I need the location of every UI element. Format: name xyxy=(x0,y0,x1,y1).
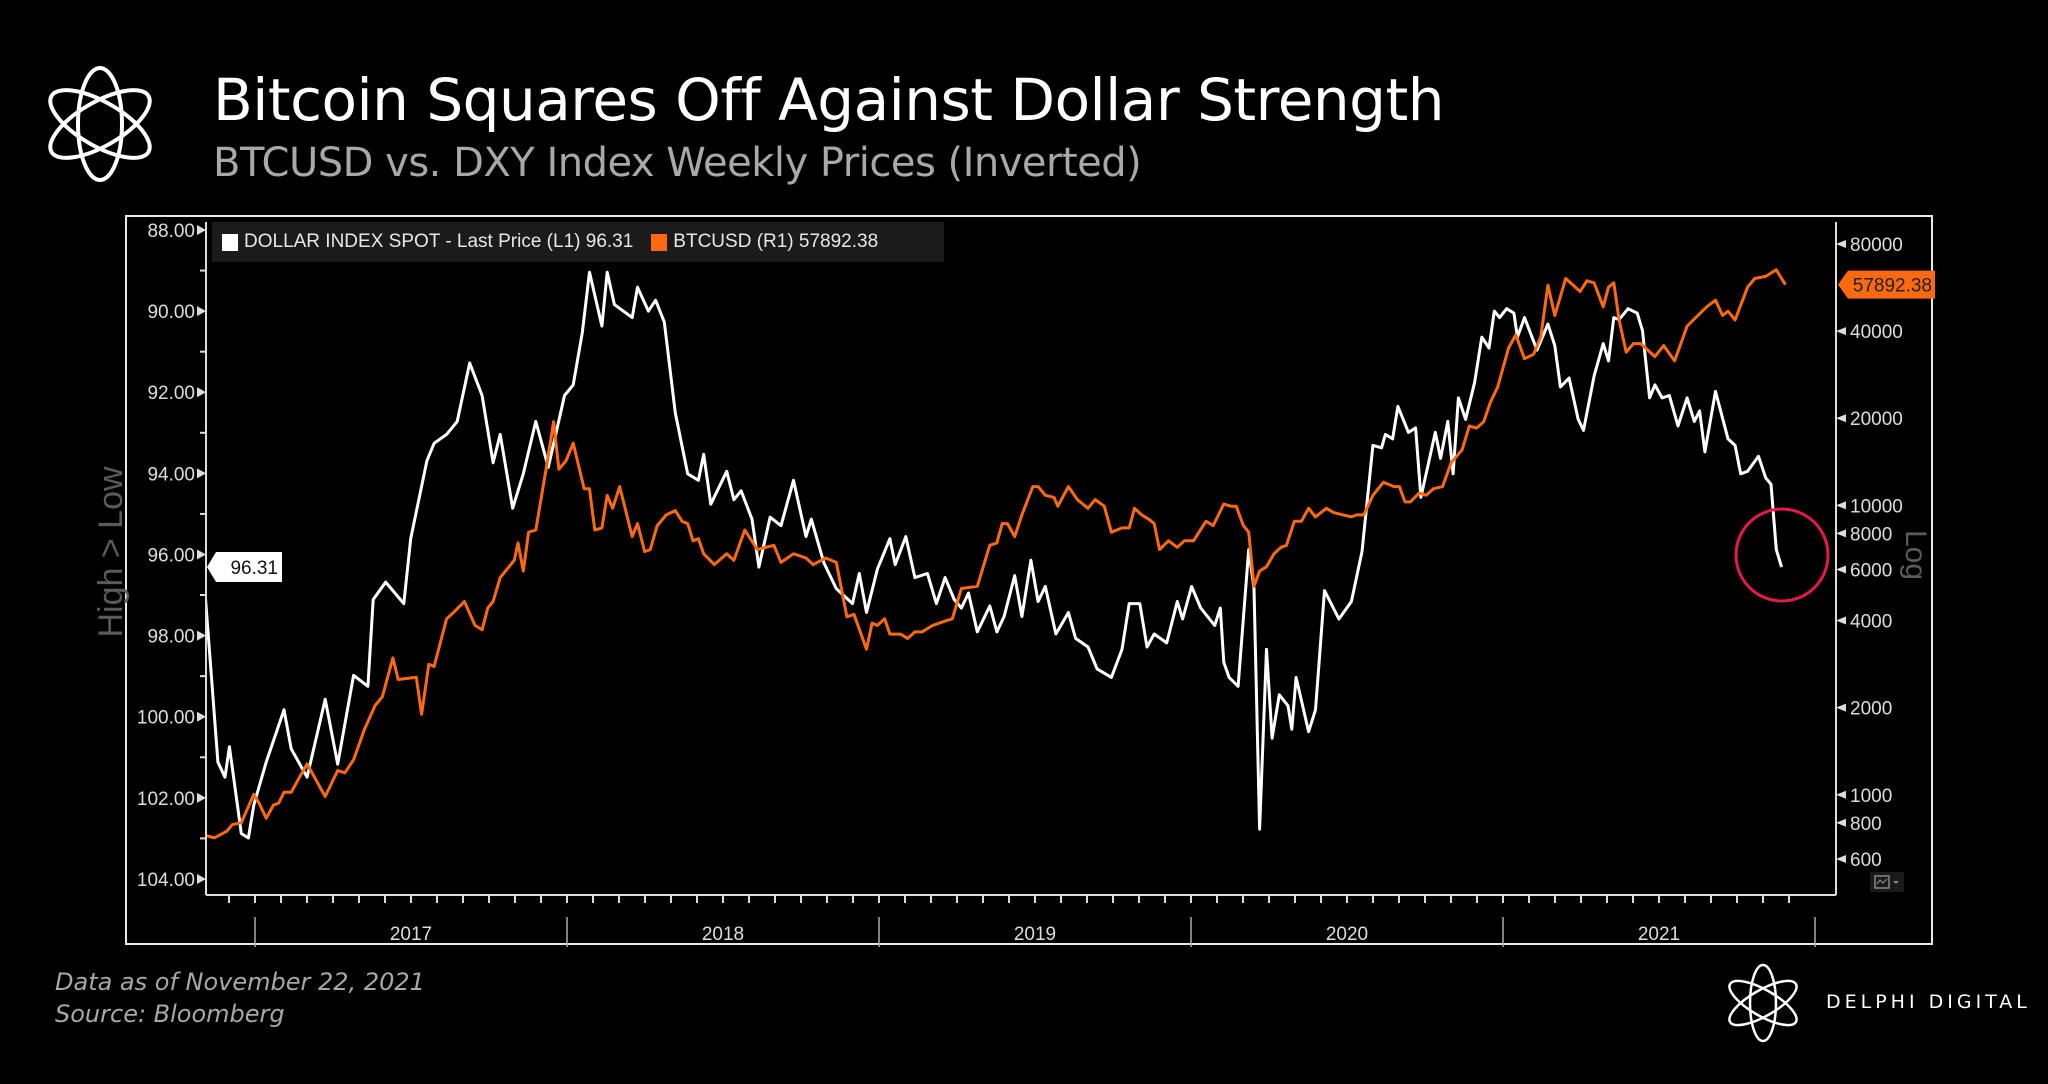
left-tick-mark xyxy=(197,630,206,641)
left-tick-mark xyxy=(197,225,206,235)
left-tick-label: 104.00 xyxy=(137,870,195,891)
legend-label-btc: BTCUSD (R1) 57892.38 xyxy=(673,231,879,252)
left-tick-label: 92.00 xyxy=(147,383,195,404)
right-tick-mark xyxy=(1836,414,1846,423)
right-tick-mark xyxy=(1836,818,1846,827)
left-tick-mark xyxy=(197,306,206,317)
dxy-last-value-label: 96.31 xyxy=(230,558,278,579)
page-subtitle: BTCUSD vs. DXY Index Weekly Prices (Inve… xyxy=(213,140,1142,186)
right-tick-mark xyxy=(1836,703,1846,712)
legend-swatch-dxy xyxy=(222,233,238,251)
left-tick-label: 100.00 xyxy=(137,708,195,729)
legend-swatch-btc xyxy=(651,233,668,251)
left-tick-label: 90.00 xyxy=(147,302,195,323)
left-tick-label: 96.00 xyxy=(147,545,195,566)
left-axis-title: High > Low xyxy=(92,466,130,637)
right-tick-mark xyxy=(1836,501,1846,510)
right-tick-label: 6000 xyxy=(1850,561,1892,582)
left-tick-mark xyxy=(197,387,206,398)
right-tick-mark xyxy=(1836,616,1846,625)
right-tick-label: 80000 xyxy=(1850,235,1903,256)
page-title: Bitcoin Squares Off Against Dollar Stren… xyxy=(213,66,1445,134)
right-tick-label: 600 xyxy=(1850,850,1882,871)
line-chart-icon xyxy=(1874,875,1899,889)
brand-name: DELPHI DIGITAL xyxy=(1826,991,2031,1013)
source-note: Source: Bloomberg xyxy=(55,1000,285,1028)
right-tick-mark xyxy=(1836,327,1846,336)
right-tick-label: 20000 xyxy=(1850,409,1903,430)
dxy-last-value-tag xyxy=(207,552,282,583)
highlight-circle xyxy=(1734,507,1830,603)
right-tick-mark xyxy=(1836,240,1846,248)
right-tick-mark xyxy=(1836,529,1846,538)
legend-label-dxy: DOLLAR INDEX SPOT - Last Price (L1) 96.3… xyxy=(244,231,634,252)
right-tick-mark xyxy=(1836,565,1846,574)
x-tick-label: 2021 xyxy=(1638,924,1680,945)
left-tick-label: 102.00 xyxy=(137,789,195,810)
brand-logo-icon xyxy=(48,66,152,182)
left-tick-mark xyxy=(197,711,206,722)
chart-legend: DOLLAR INDEX SPOT - Last Price (L1) 96.3… xyxy=(212,222,944,262)
x-tick-label: 2020 xyxy=(1326,924,1368,945)
left-tick-mark xyxy=(197,873,206,884)
left-tick-label: 94.00 xyxy=(147,464,195,485)
left-tick-mark xyxy=(197,549,206,560)
data-date-note: Data as of November 22, 2021 xyxy=(55,968,425,996)
delphi-digital-logo-icon xyxy=(1728,963,1798,1043)
btc-last-value-tag xyxy=(1838,270,1935,299)
left-tick-label: 88.00 xyxy=(147,221,195,242)
left-tick-mark xyxy=(197,468,206,479)
right-tick-label: 2000 xyxy=(1850,699,1892,720)
x-tick-label: 2019 xyxy=(1014,924,1056,945)
right-tick-label: 8000 xyxy=(1850,524,1892,545)
chart-frame xyxy=(125,215,1933,945)
right-tick-label: 40000 xyxy=(1850,322,1903,343)
left-tick-label: 98.00 xyxy=(147,627,195,648)
right-tick-label: 800 xyxy=(1850,814,1882,835)
btc-series-line xyxy=(207,268,1787,840)
left-tick-mark xyxy=(197,792,206,803)
x-tick-label: 2017 xyxy=(390,924,432,945)
dxy-series-line xyxy=(207,270,1784,840)
right-axis-title: Log xyxy=(1899,530,1932,580)
btc-last-value-label: 57892.38 xyxy=(1853,276,1932,297)
right-tick-label: 1000 xyxy=(1850,786,1892,807)
x-tick-label: 2018 xyxy=(702,924,744,945)
chart-type-button[interactable] xyxy=(1870,872,1904,892)
right-tick-label: 4000 xyxy=(1850,612,1892,633)
right-tick-mark xyxy=(1836,790,1846,799)
right-tick-label: 10000 xyxy=(1850,496,1903,517)
right-tick-mark xyxy=(1836,854,1846,863)
